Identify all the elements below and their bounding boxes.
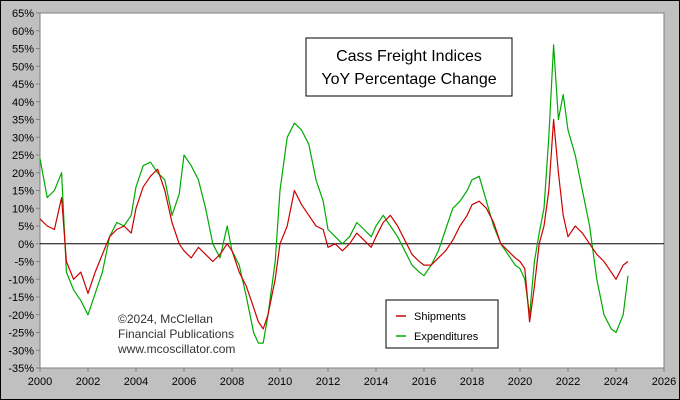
credit-line-2: Financial Publications: [118, 327, 234, 341]
y-tick-label: -35%: [8, 363, 34, 375]
legend-label-expenditures: Expenditures: [414, 331, 479, 343]
legend-label-shipments: Shipments: [414, 311, 466, 323]
y-tick-label: 60%: [12, 26, 34, 38]
y-tick-label: -5%: [14, 257, 34, 269]
x-tick-label: 2012: [316, 376, 340, 388]
x-tick-label: 2006: [172, 376, 196, 388]
y-tick-label: 35%: [12, 115, 34, 127]
y-tick-label: 45%: [12, 79, 34, 91]
x-tick-label: 2024: [604, 376, 628, 388]
x-tick-label: 2004: [124, 376, 148, 388]
x-tick-label: 2018: [460, 376, 484, 388]
x-tick-label: 2000: [28, 376, 52, 388]
title-box: Cass Freight Indices YoY Percentage Chan…: [305, 37, 513, 97]
y-tick-label: -30%: [8, 345, 34, 357]
series-line-shipments: [39, 118, 629, 330]
y-tick-label: 40%: [12, 97, 34, 109]
x-tick-label: 2026: [652, 376, 676, 388]
series-line-expenditures: [39, 44, 629, 344]
y-tick-label: -10%: [8, 274, 34, 286]
credit-line-3: www.mcoscillator.com: [117, 342, 235, 356]
x-tick-label: 2016: [412, 376, 436, 388]
credit-line-1: ©2024, McClellan: [118, 312, 213, 326]
legend: Shipments Expenditures: [385, 299, 499, 349]
y-tick-label: 10%: [12, 203, 34, 215]
y-axis-ticks: -35% -30% -25% -20% -15% -10% -5% 0% 5% 10% 15% 20%…: [8, 8, 40, 375]
y-tick-label: 50%: [12, 61, 34, 73]
y-tick-label: -25%: [8, 328, 34, 340]
x-tick-label: 2014: [364, 376, 388, 388]
series-layer: [39, 44, 629, 344]
y-tick-label: -15%: [8, 292, 34, 304]
x-axis-ticks: 2000 2002 2004 2006 2008 2010 2012 2014 2016 2018…: [28, 368, 676, 388]
y-tick-label: 15%: [12, 186, 34, 198]
x-tick-label: 2008: [220, 376, 244, 388]
x-tick-label: 2010: [268, 376, 292, 388]
y-tick-label: 65%: [12, 8, 34, 20]
y-tick-label: 25%: [12, 150, 34, 162]
x-tick-label: 2020: [508, 376, 532, 388]
chart-subtitle: YoY Percentage Change: [321, 71, 496, 88]
chart-title: Cass Freight Indices: [336, 48, 482, 65]
y-tick-label: 5%: [18, 221, 34, 233]
y-tick-label: 0%: [18, 239, 34, 251]
y-tick-label: -20%: [8, 310, 34, 322]
x-tick-label: 2022: [556, 376, 580, 388]
y-tick-label: 20%: [12, 168, 34, 180]
y-tick-label: 30%: [12, 132, 34, 144]
y-tick-label: 55%: [12, 44, 34, 56]
x-tick-label: 2002: [76, 376, 100, 388]
